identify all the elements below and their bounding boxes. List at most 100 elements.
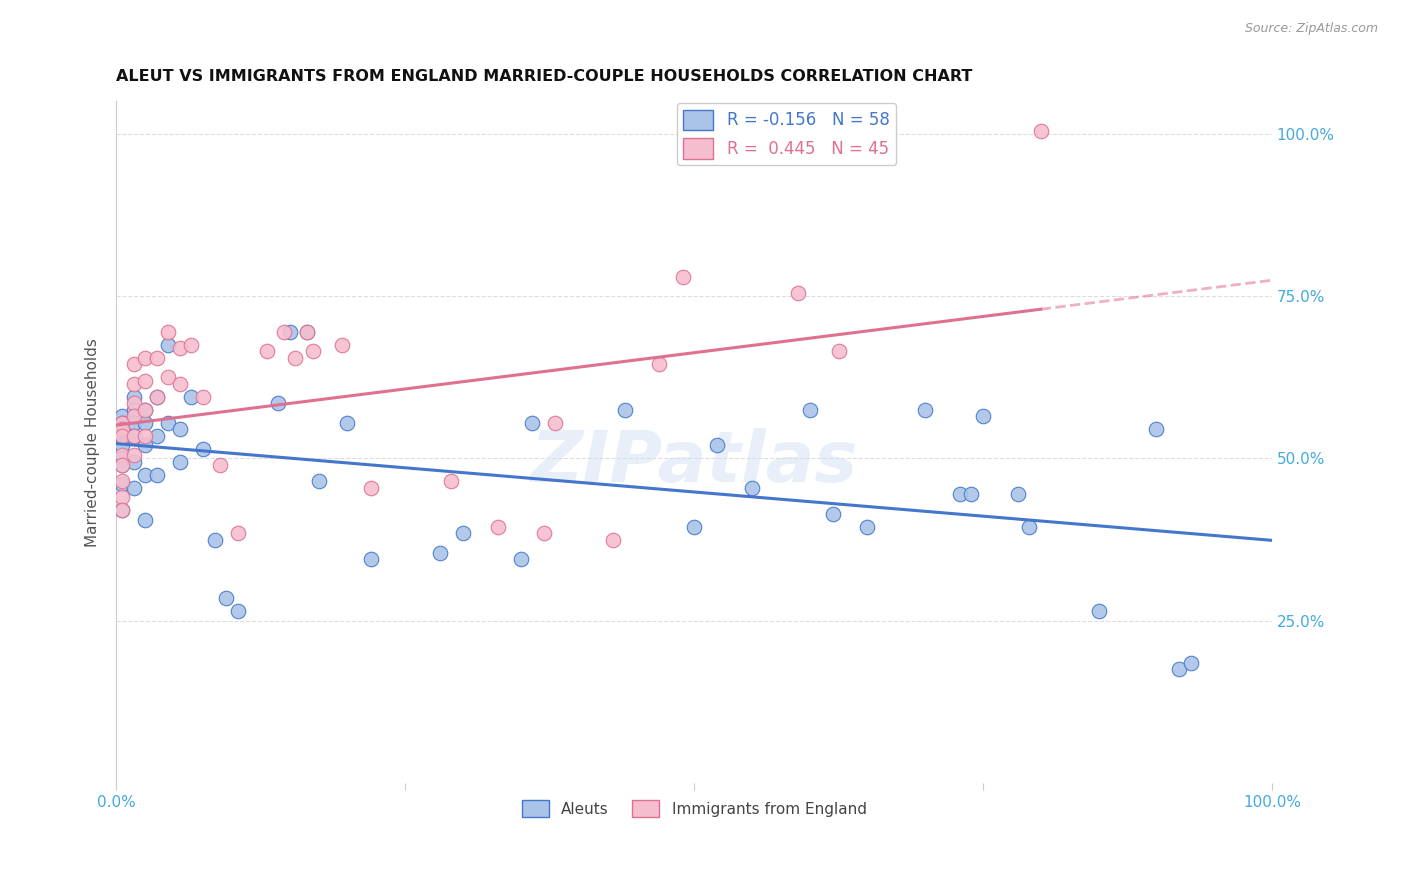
Point [706,438,728,452]
Point [648,357,671,371]
Point [169,455,191,469]
Point [111,448,134,462]
Point [960,487,983,501]
Point [122,376,145,391]
Y-axis label: Married-couple Households: Married-couple Households [86,338,100,547]
Point [157,416,180,430]
Text: ALEUT VS IMMIGRANTS FROM ENGLAND MARRIED-COUPLE HOUSEHOLDS CORRELATION CHART: ALEUT VS IMMIGRANTS FROM ENGLAND MARRIED… [117,69,973,84]
Point [145,467,167,482]
Point [191,390,214,404]
Point [111,503,134,517]
Point [169,422,191,436]
Point [295,325,318,339]
Point [451,526,474,541]
Point [856,519,879,533]
Point [111,503,134,517]
Point [134,351,156,365]
Point [122,357,145,371]
Point [134,374,156,388]
Point [122,409,145,424]
Point [122,396,145,410]
Point [122,455,145,469]
Point [145,390,167,404]
Point [122,402,145,417]
Point [134,467,156,482]
Point [169,376,191,391]
Point [1180,656,1202,670]
Point [226,526,249,541]
Point [145,351,167,365]
Point [134,402,156,417]
Point [1007,487,1029,501]
Point [169,341,191,355]
Point [1168,662,1191,676]
Point [157,325,180,339]
Point [111,451,134,466]
Point [295,325,318,339]
Point [1087,604,1109,618]
Point [284,351,307,365]
Point [914,402,936,417]
Point [122,390,145,404]
Point [613,402,636,417]
Point [134,438,156,452]
Point [191,442,214,456]
Point [111,458,134,472]
Point [145,428,167,442]
Point [180,390,202,404]
Legend: Aleuts, Immigrants from England: Aleuts, Immigrants from England [516,794,873,823]
Point [972,409,994,424]
Point [157,338,180,352]
Point [226,604,249,618]
Point [111,477,134,491]
Point [949,487,972,501]
Point [1018,519,1040,533]
Point [1144,422,1167,436]
Point [111,458,134,472]
Text: ZIPatlas: ZIPatlas [530,428,858,497]
Point [134,428,156,442]
Point [301,344,323,359]
Point [256,344,278,359]
Point [330,338,353,352]
Point [821,507,844,521]
Point [429,545,451,559]
Point [683,519,706,533]
Point [111,474,134,488]
Point [787,285,810,300]
Point [602,533,624,547]
Point [180,338,202,352]
Point [111,428,134,442]
Point [671,269,693,284]
Point [215,591,238,605]
Point [204,533,226,547]
Point [522,416,544,430]
Point [122,428,145,442]
Point [122,481,145,495]
Point [360,481,382,495]
Point [533,526,555,541]
Point [111,491,134,505]
Point [134,513,156,527]
Point [278,325,301,339]
Point [111,409,134,424]
Point [122,428,145,442]
Point [122,448,145,462]
Text: Source: ZipAtlas.com: Source: ZipAtlas.com [1244,22,1378,36]
Point [827,344,849,359]
Point [111,438,134,452]
Point [111,428,134,442]
Point [134,416,156,430]
Point [111,416,134,430]
Point [273,325,295,339]
Point [111,416,134,430]
Point [122,416,145,430]
Point [157,370,180,384]
Point [134,402,156,417]
Point [486,519,509,533]
Point [1029,123,1052,137]
Point [509,552,531,566]
Point [741,481,763,495]
Point [308,474,330,488]
Point [360,552,382,566]
